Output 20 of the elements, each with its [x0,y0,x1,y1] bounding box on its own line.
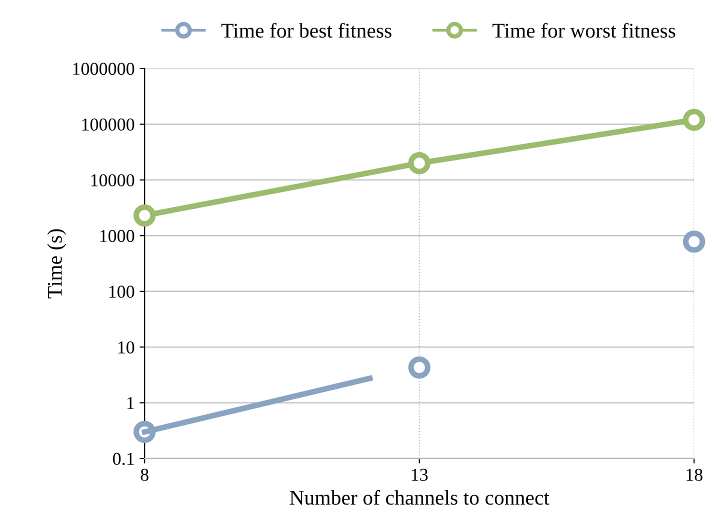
y-tick-label: 1 [127,397,134,410]
y-tick-label: 100 [109,286,134,298]
x-tick-label: 8 [140,468,148,481]
x-tick-label: 18 [686,468,702,481]
point [682,108,706,131]
y-tick-label: 0.1 [112,452,134,466]
y-tick-label: 10000 [91,174,134,186]
y-tick-label: 1000000 [73,62,134,75]
point [408,152,430,174]
point [133,204,156,227]
point [682,230,706,253]
x-axis-title: Number of channels to connect [290,490,550,505]
legend-label: Time for best fitness [221,22,392,38]
legend-label: Time for worst fitness [492,22,676,38]
y-axis-title: Time (s) [47,229,66,298]
x-tick-label: 13 [412,468,428,481]
y-tick-label: 100000 [82,118,134,131]
y-tick-label: 10 [118,341,134,354]
y-tick-label: 1000 [100,230,134,242]
point [408,356,430,379]
